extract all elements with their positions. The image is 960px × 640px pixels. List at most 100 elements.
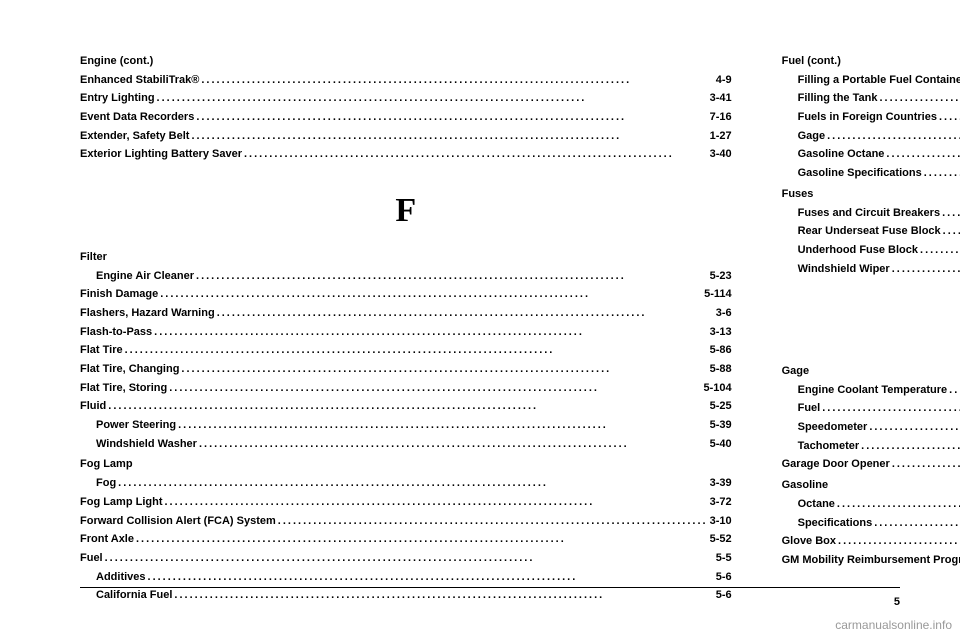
entry-label: Rear Underseat Fuse Block	[798, 222, 941, 241]
entry-page: 3-13	[710, 323, 732, 342]
index-entry: Exterior Lighting Battery Saver 3-40	[80, 145, 732, 164]
entry-label: Specifications	[798, 514, 873, 533]
entry-dots	[869, 418, 960, 437]
entry-label: Additives	[96, 568, 146, 587]
entry-label: Forward Collision Alert (FCA) System	[80, 512, 276, 531]
entry-label: Windshield Washer	[96, 435, 197, 454]
entry-label: Fuels in Foreign Countries	[798, 108, 937, 127]
entry-dots	[164, 493, 707, 512]
entry-label: Event Data Recorders	[80, 108, 194, 127]
entry-dots	[861, 437, 960, 456]
entry-label: Filling the Tank	[798, 89, 878, 108]
entry-dots	[154, 323, 707, 342]
index-entry: Gage3-73	[782, 127, 960, 146]
entry-label: Engine Coolant Temperature	[798, 381, 948, 400]
entry-label: Gasoline Octane	[798, 145, 885, 164]
entry-page: 7-16	[710, 108, 732, 127]
entry-dots	[160, 285, 702, 304]
index-entry: Flashers, Hazard Warning3-6	[80, 304, 732, 323]
entry-label: Entry Lighting	[80, 89, 155, 108]
index-entry: GM Mobility Reimbursement Program7-6	[782, 551, 960, 570]
entry-label: Fog Lamp Light	[80, 493, 162, 512]
entry-dots	[199, 435, 708, 454]
index-heading: Gage	[782, 362, 960, 381]
index-entry: Garage Door Opener2-51	[782, 455, 960, 474]
entry-dots	[892, 260, 960, 279]
index-letter: G	[782, 296, 960, 354]
index-entry: Engine Air Cleaner5-23	[80, 267, 732, 286]
entry-label: Extender, Safety Belt	[80, 127, 189, 146]
entry-dots	[892, 455, 960, 474]
entry-label: Flat Tire, Changing	[80, 360, 179, 379]
entry-dots	[920, 241, 960, 260]
entry-label: Gasoline Specifications	[798, 164, 922, 183]
entry-dots	[837, 495, 960, 514]
entry-label: Fuses and Circuit Breakers	[798, 204, 940, 223]
index-heading: Gasoline	[782, 476, 960, 495]
entry-label: Exterior Lighting Battery Saver	[80, 145, 242, 164]
entry-dots	[827, 127, 960, 146]
entry-dots	[874, 514, 960, 533]
index-entry: Fuel 5-5	[80, 549, 732, 568]
index-entry: California Fuel 5-6	[80, 586, 732, 605]
entry-page: 5-40	[710, 435, 732, 454]
index-entry: Engine Coolant Temperature3-67	[782, 381, 960, 400]
entry-label: Fuel	[80, 549, 103, 568]
entry-page: 3-41	[710, 89, 732, 108]
entry-page: 1-27	[710, 127, 732, 146]
entry-page: 5-6	[716, 568, 732, 587]
index-entry: Glove Box2-59	[782, 532, 960, 551]
right-column: Fuel (cont.)Filling a Portable Fuel Cont…	[782, 50, 960, 570]
entry-page: 4-9	[716, 71, 732, 90]
index-entry: Flat Tire, Storing5-104	[80, 379, 732, 398]
entry-dots	[191, 127, 707, 146]
entry-dots	[148, 568, 714, 587]
left-column: Engine (cont.)Enhanced StabiliTrak®4-9En…	[80, 50, 732, 570]
index-entry: Speedometer3-59	[782, 418, 960, 437]
entry-label: Underhood Fuse Block	[798, 241, 918, 260]
index-entry: Additives 5-6	[80, 568, 732, 587]
entry-dots	[196, 267, 708, 286]
index-entry: Specifications5-6	[782, 514, 960, 533]
entry-label: Gage	[798, 127, 826, 146]
index-entry: Rear Underseat Fuse Block5-121	[782, 222, 960, 241]
entry-page: 5-86	[710, 341, 732, 360]
index-entry: Tachometer3-59	[782, 437, 960, 456]
entry-page: 3-10	[710, 512, 732, 531]
index-heading: Fuel (cont.)	[782, 52, 960, 71]
entry-page: 3-6	[716, 304, 732, 323]
index-heading: Filter	[80, 248, 732, 267]
footer-divider	[80, 587, 900, 588]
entry-label: California Fuel	[96, 586, 172, 605]
index-entry: Filling the Tank5-7	[782, 89, 960, 108]
index-entry: Enhanced StabiliTrak®4-9	[80, 71, 732, 90]
entry-label: Speedometer	[798, 418, 868, 437]
entry-dots	[949, 381, 960, 400]
entry-page: 5-39	[710, 416, 732, 435]
entry-dots	[217, 304, 714, 323]
entry-dots	[886, 145, 960, 164]
entry-label: Windshield Wiper	[798, 260, 890, 279]
index-entry: Power Steering5-39	[80, 416, 732, 435]
entry-dots	[174, 586, 713, 605]
entry-page: 3-72	[710, 493, 732, 512]
index-entry: Filling a Portable Fuel Container5-9	[782, 71, 960, 90]
watermark: carmanualsonline.info	[835, 618, 952, 632]
entry-dots	[879, 89, 960, 108]
entry-dots	[125, 341, 708, 360]
index-entry: Underhood Fuse Block5-118	[782, 241, 960, 260]
entry-dots	[178, 416, 708, 435]
entry-page: 5-5	[716, 549, 732, 568]
index-entry: Fuses and Circuit Breakers5-117	[782, 204, 960, 223]
entry-label: Glove Box	[782, 532, 836, 551]
entry-page: 3-39	[710, 474, 732, 493]
entry-page: 3-40	[710, 145, 732, 164]
entry-label: Fluid	[80, 397, 106, 416]
index-entry: Fuel3-73	[782, 399, 960, 418]
index-entry: Flat Tire5-86	[80, 341, 732, 360]
entry-page: 5-6	[716, 586, 732, 605]
entry-dots	[157, 89, 708, 108]
index-entry: Fuels in Foreign Countries5-7	[782, 108, 960, 127]
index-entry: Flat Tire, Changing5-88	[80, 360, 732, 379]
index-entry: Forward Collision Alert (FCA) System 3-10	[80, 512, 732, 531]
